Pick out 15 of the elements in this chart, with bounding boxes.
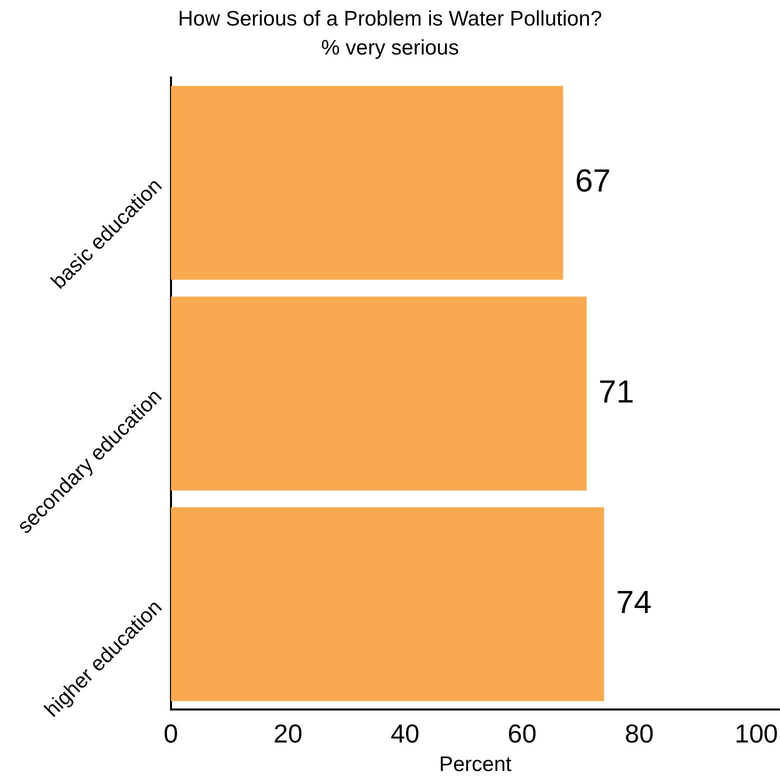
data-label: 67	[575, 162, 611, 199]
x-tick-label: 80	[624, 718, 654, 748]
bar	[170, 86, 564, 280]
x-tick-label: 0	[164, 718, 178, 748]
data-label: 71	[598, 373, 634, 410]
x-tick-label: 100	[734, 718, 778, 748]
bar	[170, 296, 587, 490]
bar	[170, 507, 604, 702]
x-axis-title: Percent	[439, 753, 512, 776]
data-label: 74	[616, 584, 652, 620]
x-tick-label: 60	[508, 718, 537, 748]
x-tick-label: 40	[390, 718, 420, 748]
chart-title: How Serious of a Problem is Water Pollution?	[178, 7, 602, 30]
chart-subtitle: % very serious	[321, 36, 459, 60]
x-tick-label: 20	[273, 718, 302, 748]
